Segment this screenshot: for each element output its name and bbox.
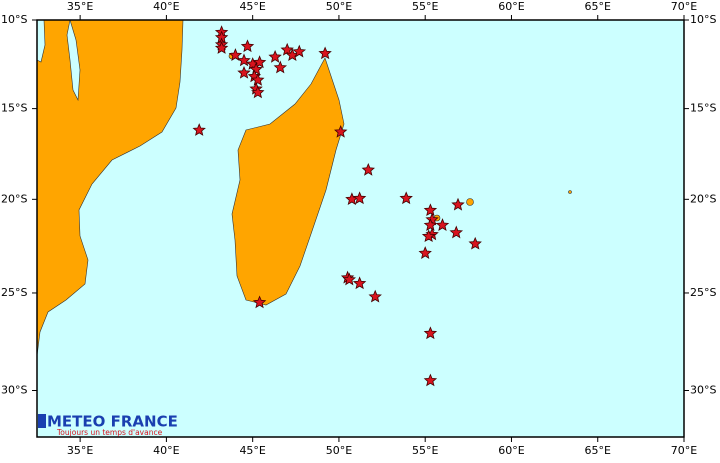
africa xyxy=(36,19,184,357)
event-star xyxy=(273,60,288,74)
x-tick-label: 40°E xyxy=(153,0,179,13)
x-tick-label: 60°E xyxy=(498,0,524,13)
x-tick-label: 45°E xyxy=(239,0,265,13)
event-star xyxy=(418,246,432,259)
event-star xyxy=(421,229,436,243)
event-star xyxy=(423,373,438,387)
x-tick-label: 50°E xyxy=(326,444,352,457)
x-tick-label: 35°E xyxy=(67,0,93,13)
logo-tagline: Toujours un temps d'avance xyxy=(56,428,163,437)
x-tick-label: 65°E xyxy=(585,0,611,13)
event-star xyxy=(468,236,482,250)
y-tick-label: 30°S xyxy=(1,384,27,397)
y-tick-label: 10°S xyxy=(690,13,716,26)
event-star xyxy=(240,39,255,53)
y-tick-label: 25°S xyxy=(1,286,27,299)
y-tick-label: 10°S xyxy=(1,13,27,26)
event-star xyxy=(423,218,438,231)
y-tick-label: 20°S xyxy=(690,192,716,205)
event-star xyxy=(352,276,367,290)
event-star xyxy=(292,44,307,58)
event-star xyxy=(399,191,413,205)
event-star xyxy=(251,85,265,99)
y-tick-label: 25°S xyxy=(690,286,716,299)
event-star xyxy=(423,203,438,217)
event-star xyxy=(352,191,367,205)
event-star xyxy=(334,124,348,138)
x-tick-label: 40°E xyxy=(153,444,179,457)
logo-name: METEO FRANCE xyxy=(47,413,178,431)
event-star xyxy=(451,197,465,211)
x-tick-label: 70°E xyxy=(671,0,697,13)
event-star xyxy=(252,295,267,309)
x-tick-label: 60°E xyxy=(498,444,524,457)
x-tick-label: 70°E xyxy=(671,444,697,457)
x-tick-label: 55°E xyxy=(412,0,438,13)
event-star xyxy=(280,42,294,56)
event-star xyxy=(361,162,375,176)
event-star xyxy=(228,48,243,61)
y-tick-label: 30°S xyxy=(690,384,716,397)
event-star xyxy=(251,73,265,86)
x-tick-label: 55°E xyxy=(412,444,438,457)
island xyxy=(466,198,474,206)
event-star xyxy=(368,289,382,303)
island xyxy=(568,190,572,194)
x-tick-label: 65°E xyxy=(585,444,611,457)
y-tick-label: 20°S xyxy=(1,192,27,205)
event-star xyxy=(318,46,332,60)
event-star xyxy=(237,65,251,79)
logo-icon xyxy=(38,414,46,428)
event-star xyxy=(435,218,450,231)
y-tick-label: 15°S xyxy=(1,102,27,115)
event-star xyxy=(342,272,356,286)
x-tick-label: 50°E xyxy=(326,0,352,13)
event-star xyxy=(423,326,438,340)
frame xyxy=(36,19,685,438)
x-tick-label: 45°E xyxy=(239,444,265,457)
event-star xyxy=(192,123,206,136)
y-tick-label: 15°S xyxy=(690,102,716,115)
event-star xyxy=(237,53,251,67)
event-star xyxy=(214,41,229,54)
event-star xyxy=(268,49,282,63)
lake xyxy=(66,19,81,102)
event-star xyxy=(249,62,263,76)
event-star xyxy=(449,225,464,239)
x-tick-label: 35°E xyxy=(67,444,93,457)
